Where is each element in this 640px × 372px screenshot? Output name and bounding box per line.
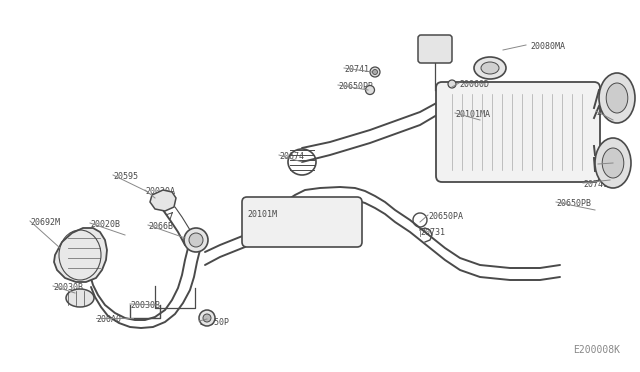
Ellipse shape — [66, 289, 94, 307]
Text: 20030B: 20030B — [53, 283, 83, 292]
Text: 20741: 20741 — [344, 65, 369, 74]
Text: 20020B: 20020B — [90, 220, 120, 229]
Text: 20080MA: 20080MA — [530, 42, 565, 51]
Text: 20060D: 20060D — [459, 80, 489, 89]
Text: 20650PB: 20650PB — [556, 199, 591, 208]
Text: 20650P: 20650P — [199, 318, 229, 327]
Text: 20030B: 20030B — [130, 301, 160, 310]
Text: 20731: 20731 — [420, 228, 445, 237]
Ellipse shape — [474, 57, 506, 79]
Text: 20741: 20741 — [583, 180, 608, 189]
Text: 20101MA: 20101MA — [455, 110, 490, 119]
Circle shape — [203, 314, 211, 322]
Ellipse shape — [595, 138, 631, 188]
Text: 20650PA: 20650PA — [428, 212, 463, 221]
Circle shape — [184, 228, 208, 252]
Text: 20692M: 20692M — [30, 218, 60, 227]
Text: 20650PB: 20650PB — [338, 82, 373, 91]
Text: E200008K: E200008K — [573, 345, 620, 355]
Ellipse shape — [606, 83, 628, 113]
Text: 2066B: 2066B — [148, 222, 173, 231]
Polygon shape — [54, 228, 107, 282]
Polygon shape — [150, 190, 176, 211]
Ellipse shape — [481, 62, 499, 74]
FancyBboxPatch shape — [436, 82, 600, 182]
Circle shape — [189, 233, 203, 247]
FancyBboxPatch shape — [242, 197, 362, 247]
Text: 20020A: 20020A — [145, 187, 175, 196]
Circle shape — [199, 310, 215, 326]
Ellipse shape — [602, 148, 624, 178]
Text: 20060D: 20060D — [598, 161, 628, 170]
Circle shape — [365, 86, 374, 94]
Circle shape — [372, 70, 378, 74]
Text: 20080M: 20080M — [596, 108, 626, 117]
Text: 20101M: 20101M — [247, 210, 277, 219]
Circle shape — [448, 80, 456, 88]
Text: 200A0: 200A0 — [96, 315, 121, 324]
Text: 20595: 20595 — [113, 172, 138, 181]
Circle shape — [370, 67, 380, 77]
Text: 20674: 20674 — [279, 152, 304, 161]
FancyBboxPatch shape — [418, 35, 452, 63]
Ellipse shape — [599, 73, 635, 123]
